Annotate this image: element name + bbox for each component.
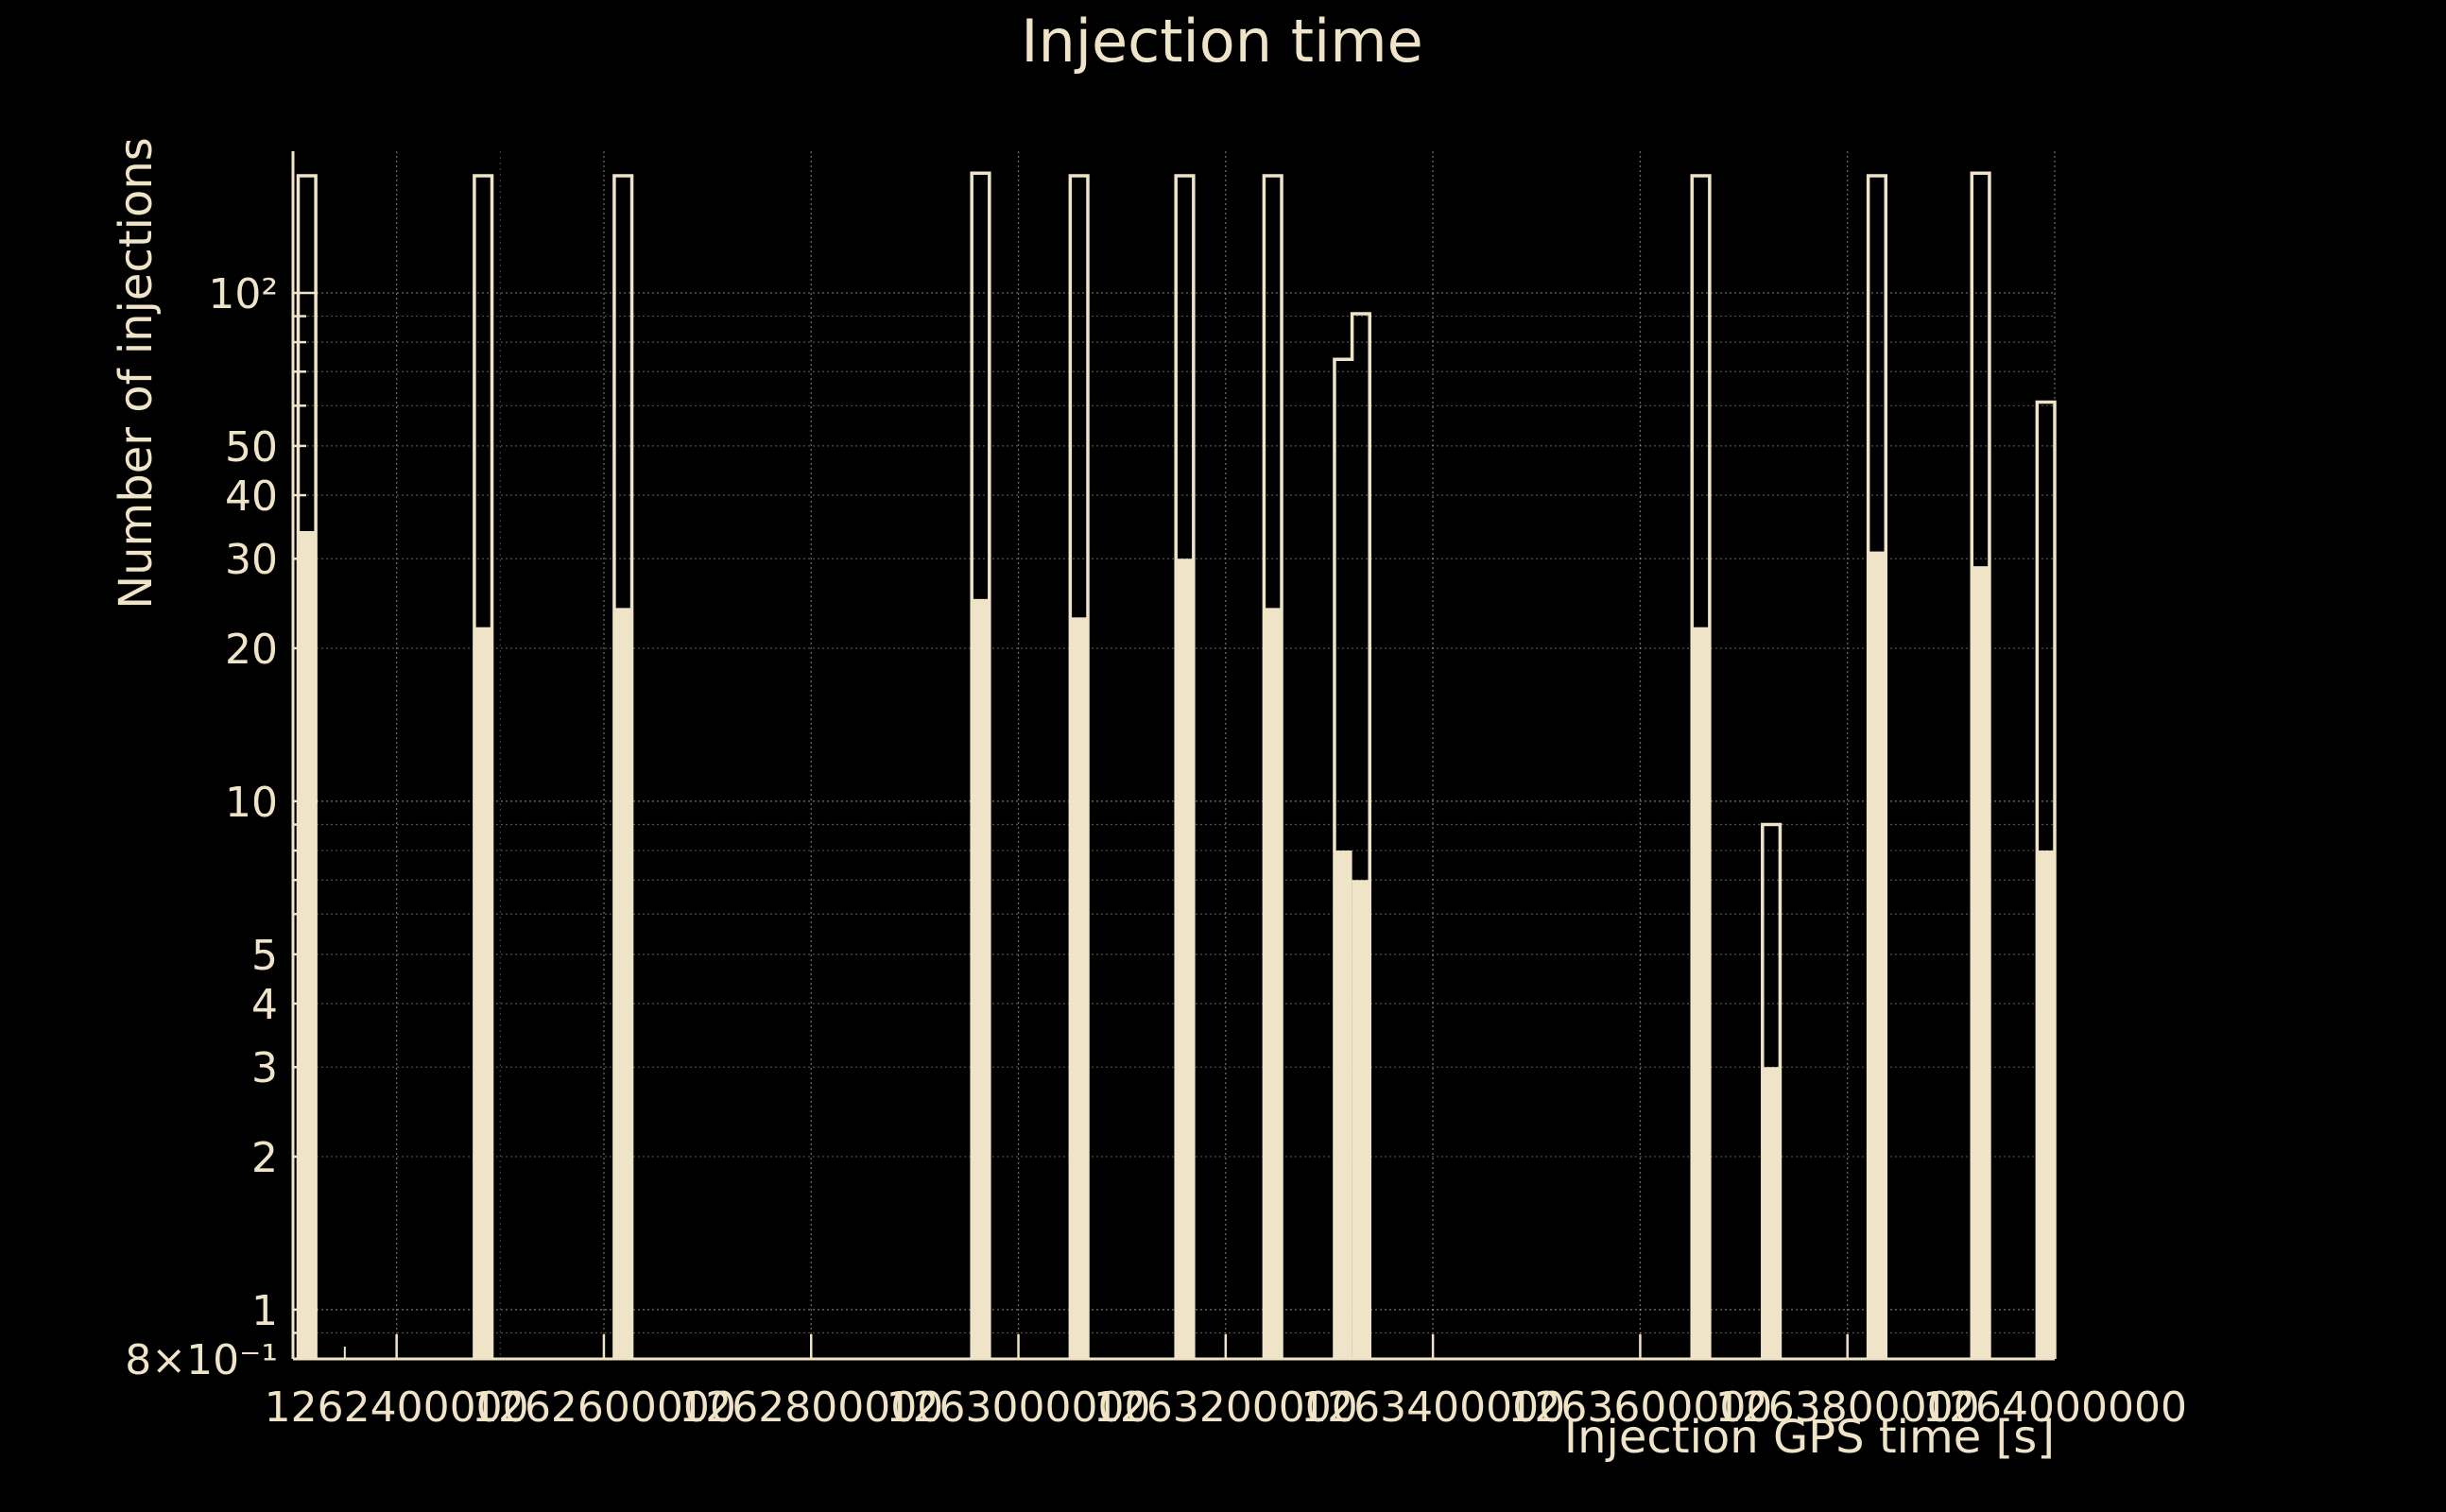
y-tick-label: 10²	[208, 270, 278, 318]
y-tick-label: 20	[225, 626, 278, 674]
x-axis-label: Injection GPS time [s]	[1564, 1411, 2055, 1464]
outline-bar	[612, 174, 634, 1359]
filled-bar	[613, 608, 632, 1359]
y-tick-label: 10	[225, 779, 278, 827]
y-tick-label: 40	[225, 472, 278, 521]
y-tick-label: 30	[225, 536, 278, 584]
outline-bar	[1262, 174, 1283, 1359]
filled-bar	[1868, 551, 1886, 1359]
x-tick-label: 1262600000	[472, 1383, 736, 1432]
filled-bars	[298, 531, 2055, 1359]
outline-bar	[296, 174, 318, 1359]
filled-bar	[1264, 608, 1283, 1359]
y-tick-label: 50	[225, 423, 278, 472]
y-tick-label: 4	[251, 981, 278, 1029]
filled-bar	[2037, 850, 2055, 1359]
y-tick-label: 1	[251, 1287, 278, 1335]
chart-title: Injection time	[1021, 7, 1423, 76]
outline-bar	[473, 174, 494, 1359]
filled-bar	[1334, 850, 1352, 1359]
axes	[291, 151, 2057, 1361]
x-tick-label: 1263400000	[1301, 1383, 1565, 1432]
y-tick-label: 2	[251, 1134, 278, 1182]
y-tick-label: 8×10⁻¹	[125, 1336, 278, 1384]
filled-bar	[1352, 880, 1370, 1359]
outline-bar	[1761, 822, 1783, 1359]
filled-bar	[1972, 566, 1990, 1359]
filled-bar	[474, 627, 492, 1359]
x-tick-label: 1263800000	[1715, 1383, 1980, 1432]
grid	[293, 151, 2056, 1360]
x-tick-label: 1263000000	[887, 1383, 1151, 1432]
filled-bar	[972, 598, 990, 1359]
x-tick-label: 1262400000	[265, 1383, 529, 1432]
outline-bar	[970, 171, 991, 1359]
y-tick-label: 3	[251, 1044, 278, 1092]
outline-bars	[296, 171, 2057, 1359]
outline-bar	[1866, 174, 1888, 1359]
filled-bar	[1070, 617, 1088, 1359]
x-tick-label: 1264000000	[1922, 1383, 2187, 1432]
outline-bar	[1690, 174, 1712, 1359]
outline-bar	[1970, 171, 1991, 1359]
filled-bar	[1762, 1067, 1781, 1359]
filled-bar	[1176, 558, 1194, 1359]
x-tick-label: 1263600000	[1507, 1383, 1772, 1432]
y-axis-label: Number of injections	[110, 137, 163, 610]
outline-bar	[1068, 174, 1090, 1359]
outline-bar	[2035, 400, 2057, 1359]
filled-bar	[298, 531, 317, 1359]
y-tick-label: 5	[251, 932, 278, 980]
filled-bar	[1692, 627, 1710, 1359]
outline-bar	[1333, 312, 1371, 1359]
outline-bar	[1174, 174, 1196, 1359]
x-tick-label: 1262800000	[679, 1383, 943, 1432]
x-tick-label: 1263200000	[1094, 1383, 1358, 1432]
